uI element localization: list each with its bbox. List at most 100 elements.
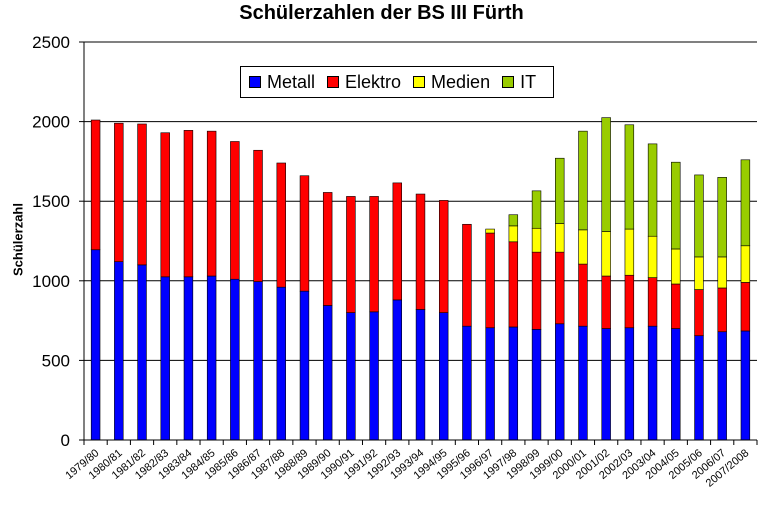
legend-label-metall: Metall (267, 71, 316, 92)
bar-segment (346, 312, 356, 441)
bar-segment (601, 117, 611, 232)
bar-segment (206, 275, 217, 441)
y-tick-label: 500 (42, 351, 70, 370)
bar-segment (508, 241, 519, 328)
bar-segment (694, 256, 704, 290)
bar-segment (253, 149, 263, 282)
bar-segment (90, 249, 101, 441)
y-tick-label: 1500 (32, 192, 70, 211)
bar-segment (624, 124, 635, 230)
bar-segment (485, 327, 495, 441)
bar-segment (276, 286, 286, 441)
bar-segment (485, 228, 495, 234)
bar-segment (114, 122, 124, 262)
legend-item-elektro: Elektro (327, 72, 401, 93)
bar-segment (647, 235, 658, 278)
bar-segment (508, 214, 519, 227)
bar-segment (415, 193, 426, 310)
bar-segment (90, 119, 101, 251)
bar-segment (671, 328, 681, 441)
bar-segment (531, 329, 542, 441)
bar-segment (438, 200, 449, 313)
bar-segment (253, 281, 263, 441)
bar-segment (206, 130, 217, 277)
bar-segment (555, 323, 565, 441)
bar-segment (694, 335, 704, 441)
legend-swatch-elektro (327, 76, 340, 88)
bar-segment (647, 277, 658, 327)
bar-segment (624, 274, 635, 329)
bar-segment (555, 223, 565, 253)
bar-segment (740, 245, 751, 283)
bar-segment (578, 325, 588, 441)
bar-segment (160, 276, 170, 441)
bar-segment (601, 231, 611, 277)
bar-segment (230, 278, 240, 441)
bar-segment (671, 161, 681, 250)
legend-item-metall: Metall (249, 72, 315, 93)
bar-segment (137, 123, 147, 266)
bar-segment (717, 331, 727, 441)
bar-segment (694, 289, 704, 337)
bar-segment (485, 232, 495, 329)
bar-segment (601, 275, 611, 329)
bar-segment (508, 225, 519, 243)
bar-segment (717, 177, 727, 258)
bar-segment (183, 130, 194, 278)
legend-item-it: IT (502, 72, 536, 93)
bar-segment (647, 143, 658, 237)
legend: Metall Elektro Medien IT (240, 66, 554, 98)
bar-segment (624, 228, 635, 276)
bar-segment (740, 159, 751, 247)
legend-label-medien: Medien (431, 71, 491, 92)
bar-segment (137, 264, 147, 441)
bar-segment (160, 132, 170, 278)
bar-segment (578, 263, 588, 327)
legend-swatch-it (502, 76, 515, 88)
bar-segment (322, 192, 333, 306)
legend-swatch-metall (249, 76, 261, 88)
y-tick-label: 2000 (32, 113, 70, 132)
bar-segment (601, 328, 611, 441)
bar-segment (624, 327, 635, 441)
bar-segment (322, 305, 333, 441)
bar-segment (299, 290, 310, 441)
legend-label-elektro: Elektro (345, 71, 402, 92)
bar-segment (369, 311, 379, 441)
bar-segment (531, 190, 542, 229)
bar-segment (462, 223, 472, 327)
bar-segment (578, 130, 588, 231)
bar-segment (555, 157, 565, 224)
bar-segment (183, 276, 194, 441)
x-tick-labels: 1979/801980/811981/821982/831983/841984/… (63, 447, 751, 490)
bars (90, 117, 751, 441)
y-axis-label: Schülerzahl (10, 203, 26, 276)
bar-segment (555, 251, 565, 325)
bar-segment (717, 287, 727, 333)
legend-label-it: IT (520, 71, 537, 92)
bar-segment (508, 326, 519, 441)
bar-segment (578, 229, 588, 265)
bar-segment (740, 282, 751, 332)
bar-segment (114, 261, 124, 441)
bar-segment (531, 251, 542, 330)
bar-segment (369, 196, 379, 313)
bar-segment (346, 196, 356, 313)
legend-item-medien: Medien (413, 72, 490, 93)
bar-segment (740, 330, 751, 441)
y-tick-label: 0 (61, 431, 70, 450)
bar-segment (671, 248, 681, 285)
bar-segment (230, 141, 240, 280)
bar-segment (647, 325, 658, 441)
bar-segment (531, 227, 542, 253)
bar-segment (671, 283, 681, 329)
bar-segment (415, 309, 426, 441)
bar-segment (462, 325, 472, 441)
bar-segment (392, 299, 403, 441)
axes (79, 41, 758, 445)
chart-title: Schülerzahlen der BS III Fürth (239, 2, 524, 24)
bar-segment (276, 162, 286, 288)
bar-segment (694, 174, 704, 258)
bar-segment (717, 256, 727, 289)
